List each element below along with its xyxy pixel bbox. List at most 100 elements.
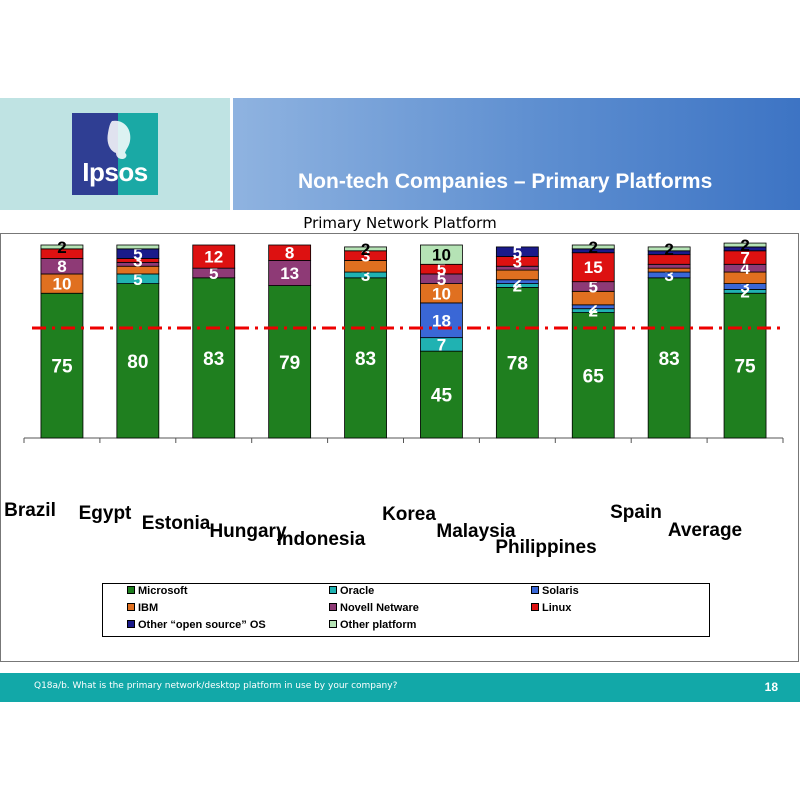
data-label: 13 bbox=[280, 264, 299, 283]
bar-segment bbox=[647, 263, 691, 269]
data-label: 5 bbox=[589, 277, 598, 296]
legend-item: Microsoft bbox=[127, 585, 188, 597]
legend-item: Linux bbox=[531, 602, 571, 614]
legend-label: Other platform bbox=[340, 619, 417, 631]
legend-label: Solaris bbox=[542, 585, 579, 597]
legend-item: Novell Netware bbox=[329, 602, 419, 614]
page-number: 18 bbox=[764, 680, 778, 694]
data-label: 2 bbox=[513, 277, 522, 296]
slide-title: Non-tech Companies – Primary Platforms bbox=[298, 170, 713, 193]
legend-item: Oracle bbox=[329, 585, 374, 597]
footer-bar: Q18a/b. What is the primary network/desk… bbox=[0, 673, 800, 702]
category-label: Estonia bbox=[142, 513, 211, 534]
bar-segment bbox=[723, 242, 767, 248]
legend-label: Microsoft bbox=[138, 585, 188, 597]
header-right-panel bbox=[233, 98, 800, 210]
category-label: Indonesia bbox=[277, 529, 366, 550]
bar-segment bbox=[571, 244, 615, 250]
data-label: 3 bbox=[513, 252, 522, 271]
data-label: 78 bbox=[507, 354, 528, 375]
category-label: Brazil bbox=[4, 500, 56, 521]
bar-segment bbox=[571, 312, 615, 439]
data-label: 83 bbox=[203, 349, 224, 370]
bar-segment bbox=[420, 302, 463, 339]
data-label: 2 bbox=[589, 238, 598, 257]
bar-segment bbox=[268, 244, 312, 261]
legend-swatch bbox=[329, 603, 337, 612]
legend-label: Novell Netware bbox=[340, 602, 419, 614]
data-label: 3 bbox=[133, 251, 142, 270]
data-label: 45 bbox=[431, 386, 453, 407]
bar-segment bbox=[495, 287, 539, 439]
data-label: 2 bbox=[589, 298, 598, 317]
legend-swatch bbox=[127, 620, 135, 629]
data-label: 2 bbox=[589, 302, 598, 321]
ipsos-logo: Ipsos bbox=[72, 113, 158, 195]
data-label: 3 bbox=[740, 277, 749, 296]
bar-segment bbox=[571, 252, 615, 283]
data-label: 83 bbox=[355, 349, 376, 370]
bar-segment bbox=[647, 267, 691, 273]
data-label: 2 bbox=[664, 240, 673, 259]
bar-segment bbox=[723, 292, 767, 439]
bar-segment bbox=[495, 269, 539, 281]
data-label: 3 bbox=[361, 266, 370, 285]
footer-question: Q18a/b. What is the primary network/desk… bbox=[34, 681, 398, 691]
legend-label: Oracle bbox=[340, 585, 375, 597]
chart-title: Primary Network Platform bbox=[303, 214, 497, 232]
bar-segment bbox=[40, 292, 84, 439]
data-label: 15 bbox=[584, 258, 603, 277]
category-label: Egypt bbox=[79, 503, 132, 524]
legend-item: Solaris bbox=[531, 585, 579, 597]
data-label: 3 bbox=[361, 247, 370, 266]
data-label: 2 bbox=[740, 282, 749, 301]
bar-segment bbox=[192, 244, 236, 269]
legend-label: Linux bbox=[542, 602, 572, 614]
data-label: 5 bbox=[437, 270, 446, 289]
bar-segment bbox=[495, 246, 539, 257]
bar-segment bbox=[420, 350, 463, 439]
data-label: 65 bbox=[583, 366, 605, 387]
data-label: 5 bbox=[133, 245, 142, 264]
legend-item: Other platform bbox=[329, 619, 416, 631]
data-label: 18 bbox=[432, 311, 451, 330]
logo-face-icon bbox=[107, 120, 131, 159]
category-label: Korea bbox=[382, 504, 436, 525]
data-label: 12 bbox=[204, 248, 223, 267]
data-label: 5 bbox=[513, 243, 522, 262]
category-label: Average bbox=[668, 520, 742, 541]
bar-segment bbox=[40, 244, 84, 250]
category-label: Hungary bbox=[209, 521, 287, 542]
chart-legend: Microsoft Oracle Solaris IBM Novell Netware L… bbox=[102, 583, 710, 637]
logo-text: Ipsos bbox=[82, 157, 148, 187]
data-label: 80 bbox=[127, 352, 148, 373]
legend-label: IBM bbox=[138, 602, 159, 614]
legend-label: Other “open source” OS bbox=[138, 619, 266, 631]
data-label: 83 bbox=[659, 349, 680, 370]
legend-swatch bbox=[531, 586, 539, 595]
bar-segment bbox=[647, 246, 691, 252]
legend-swatch bbox=[531, 603, 539, 612]
data-label: 5 bbox=[133, 270, 142, 289]
data-label: 8 bbox=[285, 244, 294, 263]
data-label: 2 bbox=[361, 240, 370, 259]
legend-swatch bbox=[329, 586, 337, 595]
data-label: 79 bbox=[279, 353, 300, 374]
data-label: 10 bbox=[52, 275, 71, 294]
data-label: 5 bbox=[437, 260, 446, 279]
data-label: 5 bbox=[209, 264, 218, 283]
data-label: 7 bbox=[437, 335, 446, 354]
legend-swatch bbox=[127, 586, 135, 595]
data-label: 3 bbox=[664, 266, 673, 285]
data-label: 10 bbox=[432, 246, 451, 265]
bar-segment bbox=[420, 244, 463, 265]
bar-segment bbox=[344, 246, 387, 252]
bar-segment bbox=[268, 285, 312, 439]
data-label: 2 bbox=[740, 236, 749, 255]
data-label: 8 bbox=[57, 257, 66, 276]
bar-segment bbox=[192, 277, 236, 439]
legend-item: Other “open source” OS bbox=[127, 619, 266, 631]
legend-swatch bbox=[127, 603, 135, 612]
data-label: 2 bbox=[513, 273, 522, 292]
